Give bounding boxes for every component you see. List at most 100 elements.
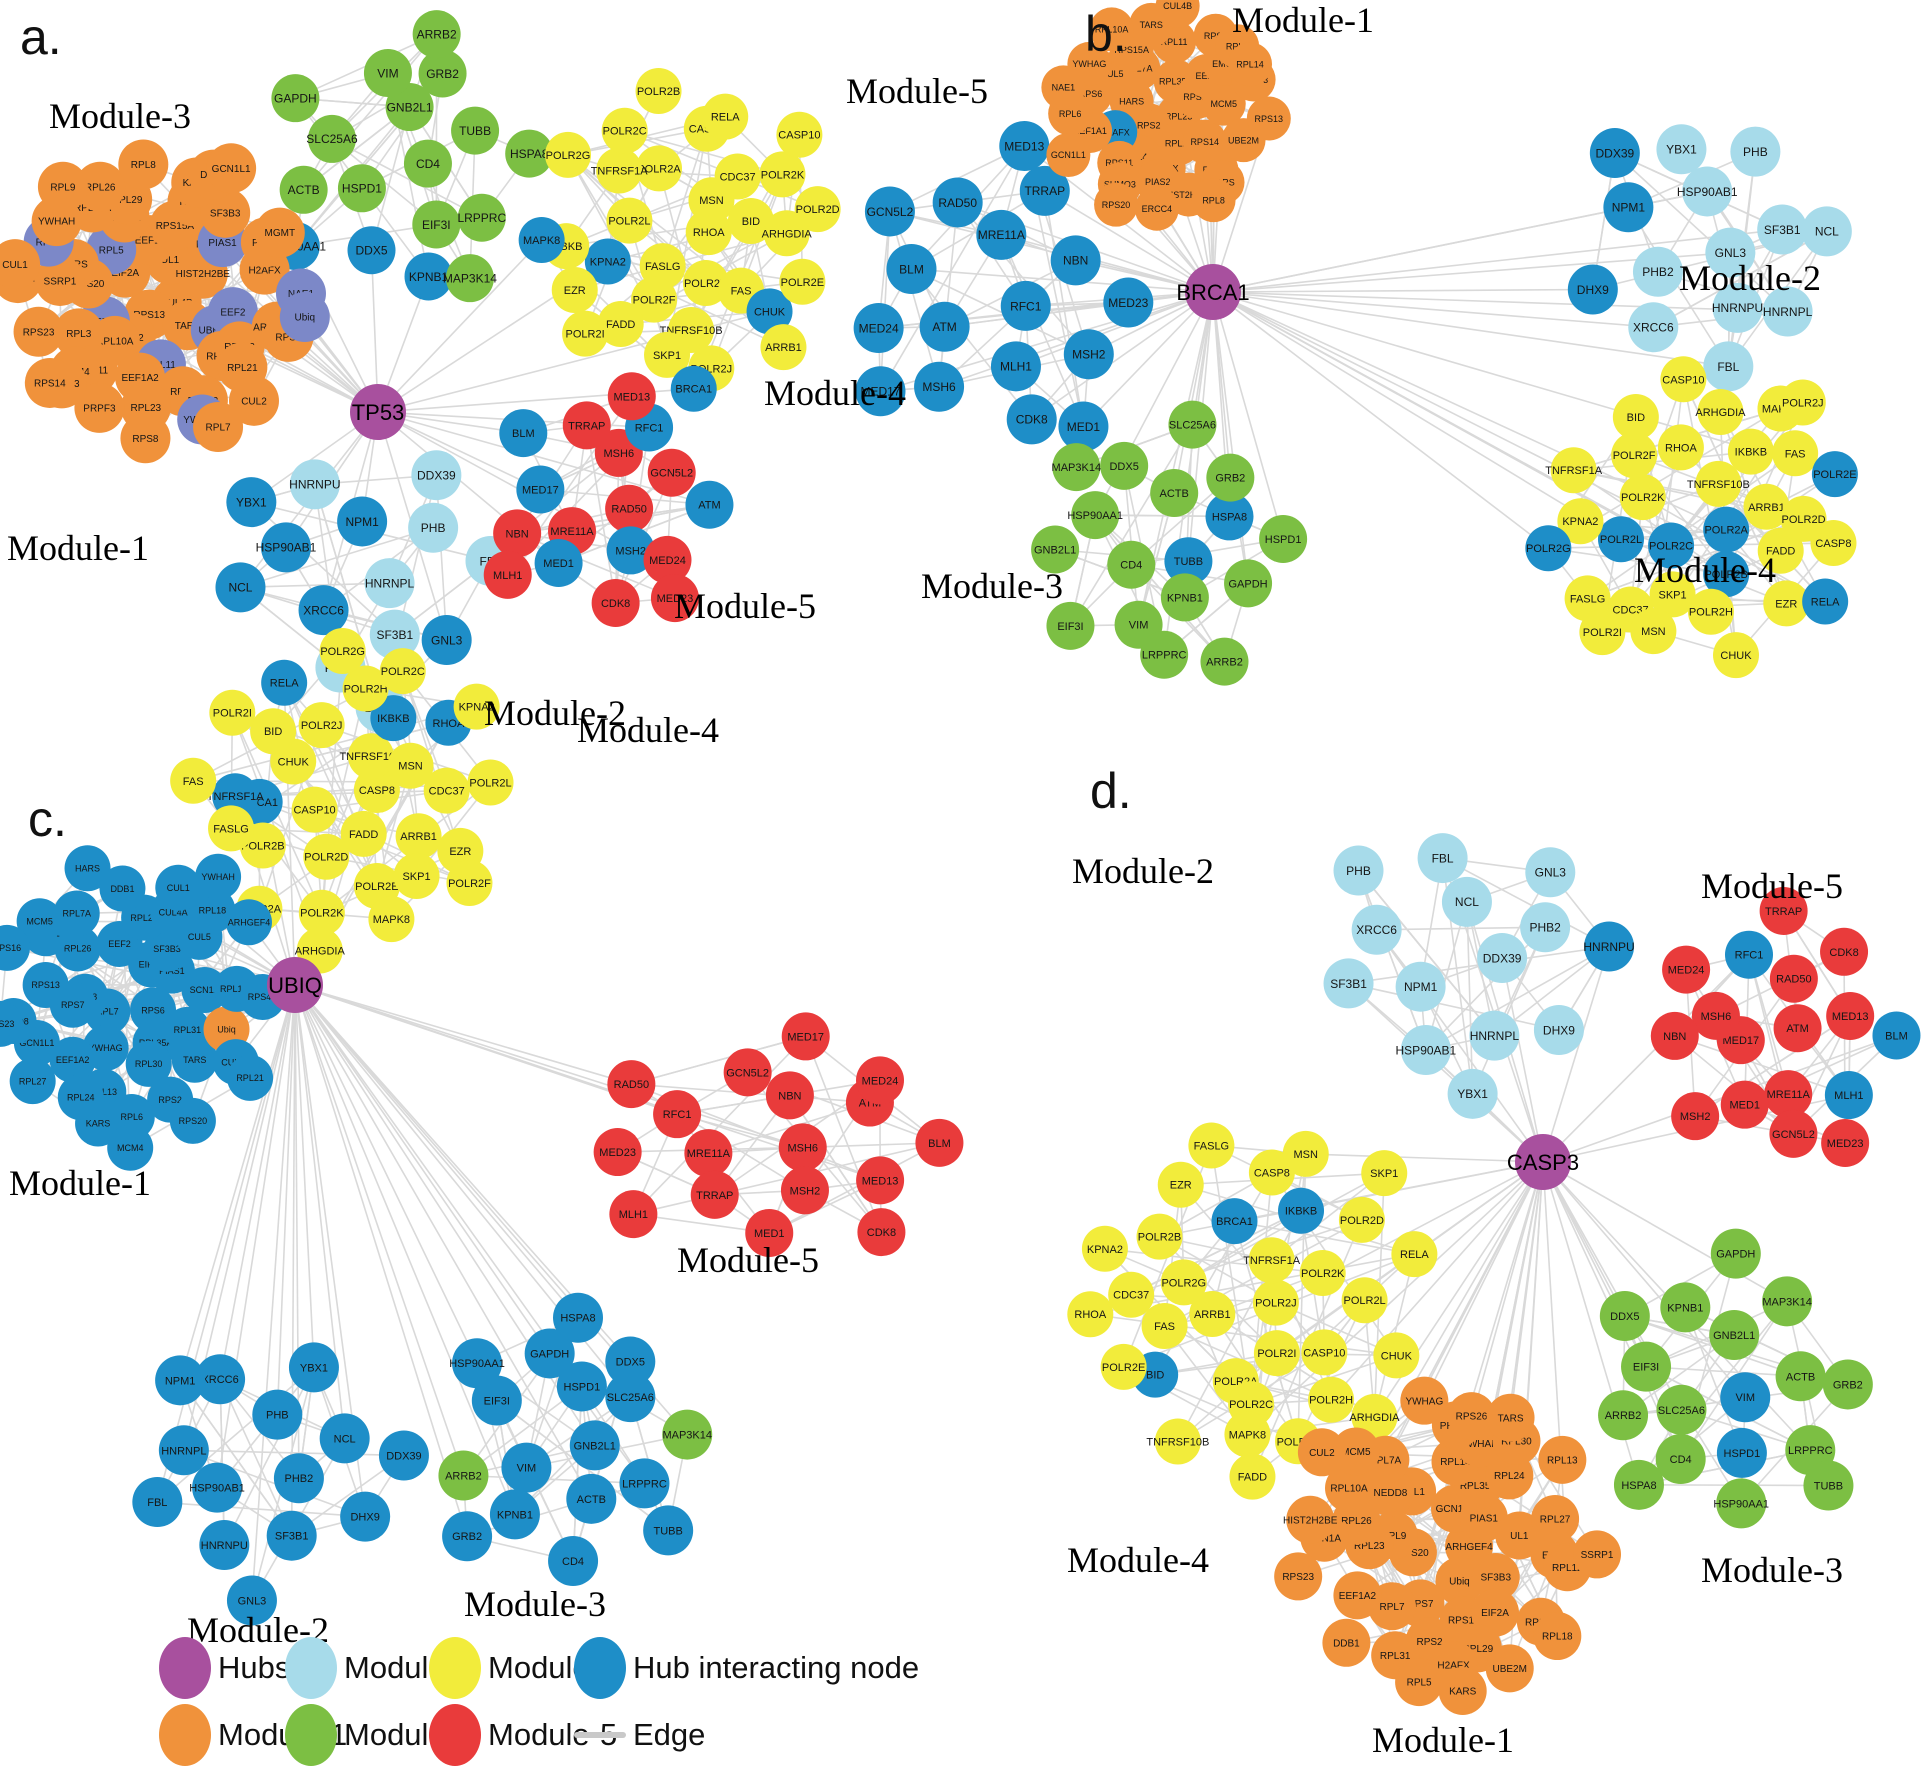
- node-circle: [1495, 1511, 1544, 1560]
- hub-edge: [1044, 190, 1214, 293]
- edge: [1348, 982, 1560, 1031]
- node-circle: [556, 1361, 607, 1412]
- hub-edge: [294, 984, 315, 1368]
- module-label: Module-3: [921, 566, 1063, 606]
- node-DDX39: DDX39: [411, 450, 462, 501]
- module-label: Module-2: [1679, 258, 1821, 298]
- node-circle: [1769, 954, 1818, 1003]
- node-circle: [1157, 1161, 1204, 1208]
- hub-edge: [1212, 291, 1729, 368]
- node-PHB: PHB: [1730, 126, 1781, 177]
- node-MED23: MED23: [1103, 277, 1154, 328]
- node-MLH1: MLH1: [483, 550, 532, 599]
- node-circle: [864, 186, 915, 237]
- node-MSH2: MSH2: [780, 1166, 829, 1215]
- node-circle: [1725, 930, 1774, 979]
- node-RFC1: RFC1: [1725, 930, 1774, 979]
- node-circle: [0, 924, 30, 971]
- node-TRRAP: TRRAP: [562, 401, 611, 450]
- node-circle: [1803, 1460, 1854, 1511]
- node-POLR2G: POLR2G: [1160, 1259, 1207, 1306]
- node-ATM: ATM: [1773, 1004, 1822, 1053]
- node-BLM: BLM: [1872, 1011, 1921, 1060]
- edge: [1183, 1172, 1385, 1284]
- node-circle: [1709, 1309, 1760, 1360]
- edge: [1548, 547, 1727, 575]
- edge: [768, 1142, 940, 1234]
- node-circle: [518, 217, 565, 264]
- edge: [1000, 234, 1085, 427]
- node-circle: [1485, 1644, 1534, 1693]
- node-circle: [682, 259, 729, 306]
- node-MAPK8: MAPK8: [518, 217, 565, 264]
- node-circle: [75, 161, 126, 212]
- hub-edge: [294, 984, 579, 1319]
- hub-circle: [1185, 264, 1241, 320]
- node-GRB2: GRB2: [442, 1511, 493, 1562]
- node-GCN5L2: GCN5L2: [723, 1048, 772, 1097]
- module-label: Module-1: [7, 528, 149, 568]
- node-MSN: MSN: [1282, 1130, 1329, 1177]
- node-EZR: EZR: [1157, 1161, 1204, 1208]
- edge: [1425, 945, 1610, 1051]
- node-FASLG: FASLG: [208, 805, 255, 852]
- node-VIM: VIM: [501, 1442, 552, 1493]
- node-TUBB: TUBB: [643, 1505, 694, 1556]
- node-HSPA8: HSPA8: [552, 1292, 603, 1343]
- node-MED23: MED23: [1821, 1118, 1870, 1167]
- node-circle: [252, 1389, 303, 1440]
- node-circle: [298, 585, 349, 636]
- node-circle: [446, 860, 493, 907]
- node-circle: [1041, 65, 1086, 110]
- module-label: Module-3: [464, 1584, 606, 1624]
- edge: [1736, 151, 1757, 308]
- node-circle: [1248, 1237, 1295, 1284]
- node-circle: [1308, 1376, 1355, 1423]
- hub-circle: [267, 957, 323, 1013]
- node-circle: [411, 450, 462, 501]
- edge: [1471, 926, 1546, 1095]
- node-circle: [130, 987, 177, 1034]
- edge: [435, 475, 448, 641]
- node-circle: [347, 733, 394, 780]
- node-circle: [1200, 637, 1249, 686]
- node-circle: [1441, 876, 1492, 927]
- node-circle: [337, 164, 386, 213]
- node-circle: [1299, 1250, 1346, 1297]
- edge: [314, 808, 470, 884]
- node-circle: [1589, 128, 1640, 179]
- node-PHB: PHB: [252, 1389, 303, 1440]
- node-RPL7: RPL7: [193, 401, 244, 452]
- node-IKBKB: IKBKB: [1727, 428, 1774, 475]
- node-circle: [125, 1040, 172, 1087]
- node-circle: [1584, 921, 1635, 972]
- node-GRB2: GRB2: [1822, 1359, 1873, 1410]
- node-circle: [1224, 559, 1273, 608]
- node-circle: [499, 409, 548, 458]
- node-ARRB2: ARRB2: [1598, 1390, 1649, 1441]
- node-PHB: PHB: [408, 502, 459, 553]
- node-circle: [670, 365, 717, 412]
- node-POLR2B: POLR2B: [1136, 1213, 1183, 1260]
- node-HSPD1: HSPD1: [1259, 514, 1308, 563]
- node-POLR2G: POLR2G: [319, 628, 366, 675]
- node-circle: [1660, 356, 1707, 403]
- node-NCL: NCL: [1441, 876, 1492, 927]
- edge: [879, 211, 891, 392]
- node-NPM1: NPM1: [1395, 961, 1446, 1012]
- edge: [219, 1379, 226, 1545]
- node-circle: [1650, 1011, 1699, 1060]
- node-circle: [534, 539, 583, 588]
- node-RPL21: RPL21: [227, 1054, 274, 1101]
- panel-letter: c.: [28, 791, 67, 847]
- hub-label: UBIQ: [268, 973, 322, 998]
- node-circle: [412, 200, 461, 249]
- node-circle: [605, 1336, 656, 1387]
- node-POLR2D: POLR2D: [303, 833, 350, 880]
- node-RHOA: RHOA: [1657, 424, 1704, 471]
- node-circle: [1417, 833, 1468, 884]
- node-circle: [1188, 1122, 1235, 1169]
- node-circle: [1282, 1130, 1329, 1177]
- node-circle: [765, 1071, 814, 1120]
